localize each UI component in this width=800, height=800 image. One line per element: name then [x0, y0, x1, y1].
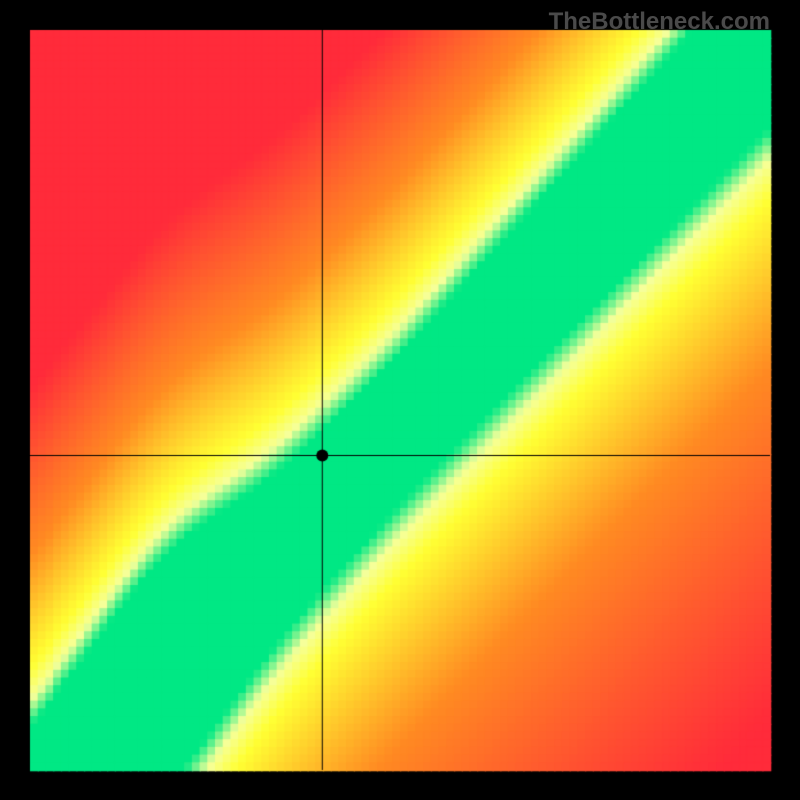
watermark-text: TheBottleneck.com	[549, 8, 770, 36]
chart-container: TheBottleneck.com	[0, 0, 800, 800]
bottleneck-heatmap	[0, 0, 800, 800]
